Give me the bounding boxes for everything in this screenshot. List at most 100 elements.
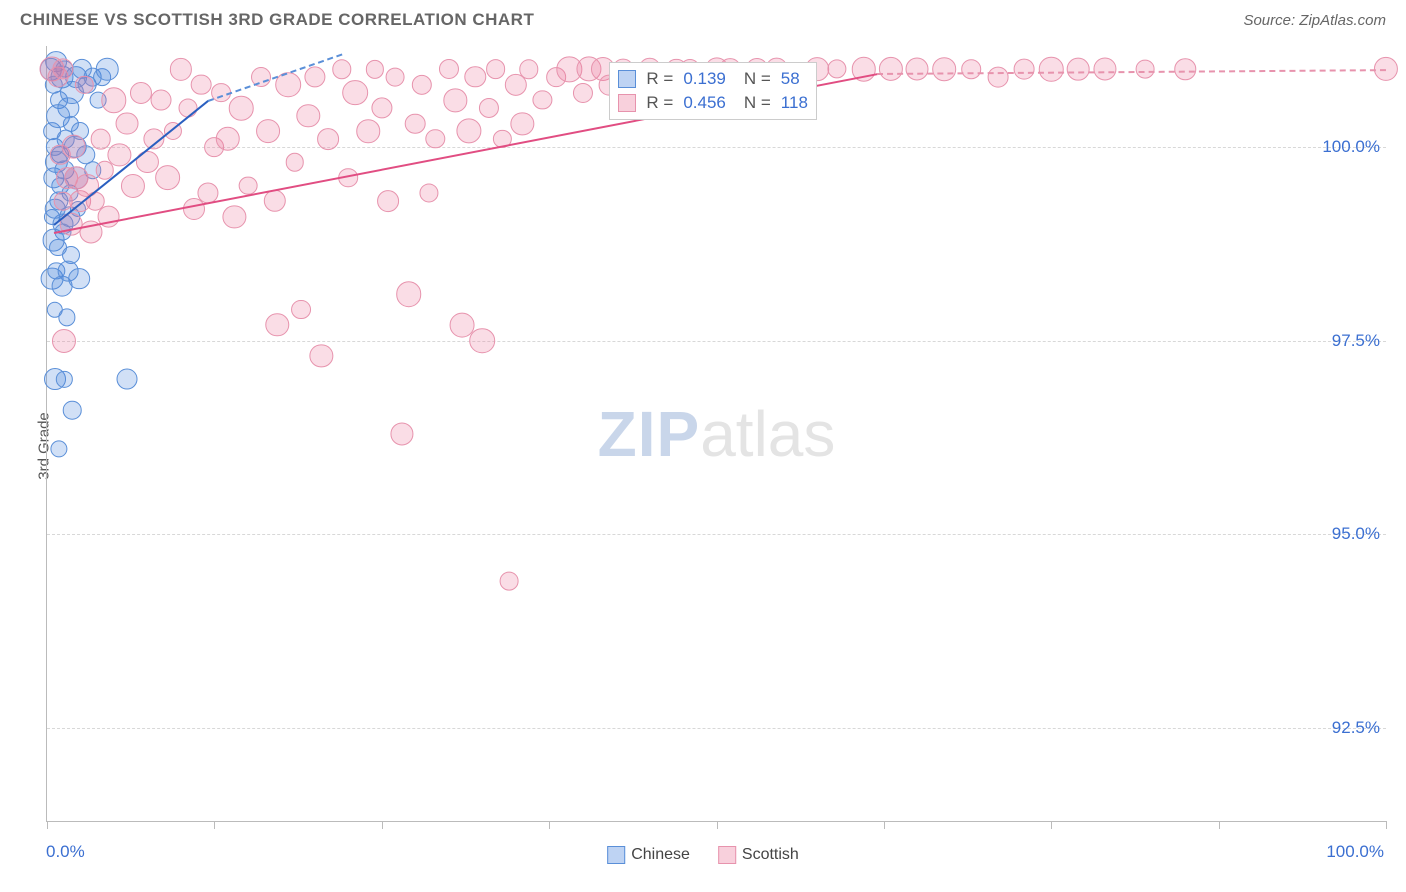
data-point <box>469 328 495 354</box>
data-point <box>366 60 384 78</box>
data-point <box>50 440 67 457</box>
data-point <box>304 66 325 87</box>
data-point <box>827 60 846 79</box>
y-tick-label: 92.5% <box>1332 718 1380 738</box>
gridline <box>47 534 1386 535</box>
info-row: R =0.456N =118 <box>618 91 808 115</box>
data-point <box>96 58 119 81</box>
data-point <box>878 57 902 81</box>
data-point <box>310 344 333 367</box>
data-point <box>987 67 1008 88</box>
x-tick <box>47 821 48 829</box>
data-point <box>317 128 339 150</box>
legend-label: Scottish <box>742 846 799 863</box>
data-point <box>1093 58 1116 81</box>
legend-item: Scottish <box>718 846 799 864</box>
data-point <box>117 369 138 390</box>
data-point <box>371 97 392 118</box>
data-point <box>332 60 351 79</box>
chart-header: CHINESE VS SCOTTISH 3RD GRADE CORRELATIO… <box>0 0 1406 36</box>
correlation-info-box: R =0.139N =58R =0.456N =118 <box>609 62 817 120</box>
data-point <box>223 205 246 228</box>
y-tick-label: 97.5% <box>1332 331 1380 351</box>
gridline <box>47 341 1386 342</box>
data-point <box>412 75 432 95</box>
data-point <box>906 58 929 81</box>
legend-item: Chinese <box>607 846 690 864</box>
data-point <box>961 59 981 79</box>
data-point <box>396 281 422 307</box>
data-point <box>61 134 86 159</box>
r-value: 0.139 <box>683 69 726 89</box>
series-swatch <box>618 94 636 112</box>
data-point <box>486 59 506 79</box>
data-point <box>444 89 467 112</box>
data-point <box>68 268 90 290</box>
data-point <box>932 57 956 81</box>
data-point <box>170 58 192 80</box>
data-point <box>519 60 538 79</box>
x-tick <box>884 821 885 829</box>
data-point <box>263 190 285 212</box>
data-point <box>155 165 181 191</box>
data-point <box>533 91 552 110</box>
data-point <box>342 80 368 106</box>
watermark: ZIPatlas <box>598 397 836 471</box>
data-point <box>479 98 499 118</box>
data-point <box>108 143 131 166</box>
legend: Chinese Scottish <box>607 846 799 864</box>
n-label: N = <box>744 69 771 89</box>
data-point <box>573 82 593 102</box>
data-point <box>256 119 280 143</box>
x-axis-max-label: 100.0% <box>1326 842 1384 862</box>
data-point <box>150 90 171 111</box>
data-point <box>101 88 126 113</box>
data-point <box>56 371 72 387</box>
r-label: R = <box>646 69 673 89</box>
data-point <box>191 74 212 95</box>
data-point <box>386 68 405 87</box>
gridline <box>47 728 1386 729</box>
n-label: N = <box>744 93 771 113</box>
x-tick <box>549 821 550 829</box>
x-axis-min-label: 0.0% <box>46 842 85 862</box>
x-tick <box>382 821 383 829</box>
chart-title: CHINESE VS SCOTTISH 3RD GRADE CORRELATIO… <box>20 10 534 30</box>
legend-swatch <box>718 846 736 864</box>
data-point <box>465 66 486 87</box>
data-point <box>296 104 319 127</box>
data-point <box>1039 57 1063 81</box>
data-point <box>439 59 459 79</box>
info-row: R =0.139N =58 <box>618 67 808 91</box>
r-value: 0.456 <box>683 93 726 113</box>
x-tick <box>1219 821 1220 829</box>
data-point <box>291 300 311 320</box>
data-point <box>130 81 152 103</box>
data-point <box>511 112 534 135</box>
data-point <box>500 571 519 590</box>
n-value: 118 <box>781 93 808 113</box>
legend-label: Chinese <box>631 846 690 863</box>
data-point <box>116 112 139 135</box>
data-point <box>266 313 289 336</box>
y-tick-label: 95.0% <box>1332 524 1380 544</box>
data-point <box>419 184 438 203</box>
data-point <box>1174 59 1195 80</box>
data-point <box>90 129 111 150</box>
data-point <box>285 153 304 172</box>
scatter-chart: ZIPatlas 92.5% 95.0% 97.5% 100.0% R = 0.139 N … <box>46 46 1386 822</box>
x-tick <box>1386 821 1387 829</box>
x-tick <box>1051 821 1052 829</box>
data-point <box>1136 60 1155 79</box>
x-tick <box>717 821 718 829</box>
data-point <box>357 119 381 143</box>
gridline <box>47 147 1386 148</box>
data-point <box>58 309 75 326</box>
y-tick-label: 100.0% <box>1322 137 1380 157</box>
data-point <box>1014 59 1035 80</box>
data-point <box>456 119 481 144</box>
series-swatch <box>618 70 636 88</box>
data-point <box>238 176 257 195</box>
data-point <box>1067 58 1090 81</box>
data-point <box>229 96 254 121</box>
